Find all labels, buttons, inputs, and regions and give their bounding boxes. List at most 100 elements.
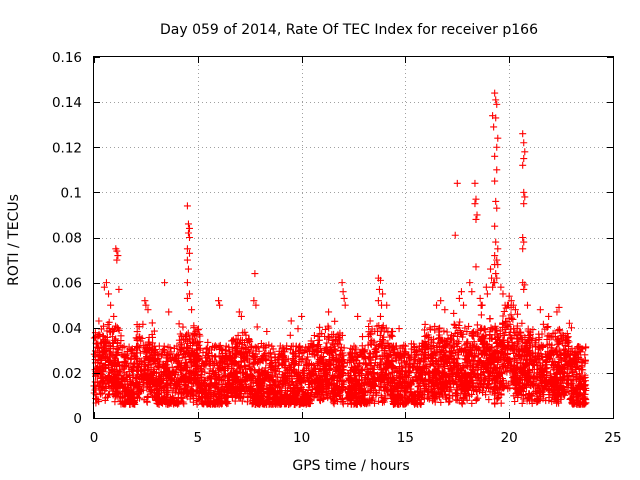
data-point — [113, 247, 121, 255]
data-point — [468, 288, 476, 296]
x-axis-label: GPS time / hours — [292, 458, 409, 474]
y-tick-label: 0.1 — [61, 185, 82, 201]
data-point — [184, 220, 192, 228]
data-point — [521, 148, 529, 156]
data-point — [216, 301, 224, 309]
data-point — [287, 317, 295, 325]
data-point — [338, 279, 346, 287]
x-tick-label: 5 — [194, 430, 203, 446]
data-point — [473, 211, 481, 219]
data-point — [354, 312, 362, 320]
data-point — [325, 308, 333, 316]
data-point — [455, 294, 463, 302]
data-point — [492, 96, 500, 104]
data-point — [453, 179, 461, 187]
data-point — [375, 285, 383, 293]
data-point — [519, 234, 527, 241]
data-point — [493, 204, 501, 212]
data-point — [185, 249, 193, 257]
data-point — [489, 283, 497, 291]
data-point — [460, 301, 468, 309]
data-point — [492, 114, 500, 122]
data-point — [374, 297, 382, 305]
data-point — [553, 308, 561, 316]
y-tick-label: 0.12 — [52, 140, 82, 156]
data-point — [492, 238, 500, 246]
data-point — [493, 100, 501, 108]
data-point — [511, 306, 519, 314]
data-point — [497, 283, 505, 291]
data-point — [110, 312, 118, 320]
data-point — [520, 285, 528, 293]
data-point — [379, 290, 387, 298]
data-point — [441, 306, 449, 314]
data-point — [298, 312, 306, 320]
x-tick-label: 10 — [293, 430, 310, 446]
x-tick-labels: 0 5 10 15 20 25 — [90, 430, 622, 446]
data-point — [161, 279, 169, 287]
data-point — [491, 252, 499, 260]
data-point — [183, 245, 191, 253]
data-point — [487, 265, 495, 273]
data-point — [376, 312, 384, 320]
data-point — [184, 265, 192, 273]
data-point — [519, 245, 527, 253]
data-point — [478, 301, 486, 309]
data-point — [519, 161, 527, 169]
data-point — [491, 89, 499, 97]
data-point — [466, 279, 474, 287]
data-point — [520, 139, 528, 147]
data-point — [471, 200, 479, 208]
data-point — [102, 279, 110, 287]
data-point — [250, 297, 258, 305]
data-point — [507, 297, 515, 305]
data-point — [437, 297, 445, 305]
data-point — [545, 312, 553, 320]
data-point — [521, 281, 529, 289]
data-point — [483, 290, 491, 298]
x-tick-label: 15 — [397, 430, 414, 446]
y-tick-labels: 0 0.02 0.04 0.06 0.08 0.1 0.12 0.14 0.16 — [52, 50, 82, 427]
background-point-cloud — [90, 301, 590, 408]
plot-frame — [93, 56, 614, 419]
data-point — [491, 177, 499, 185]
y-tick-label: 0.06 — [52, 276, 82, 292]
data-point — [378, 301, 386, 309]
background-points — [90, 301, 590, 408]
data-point — [520, 155, 528, 163]
data-point — [340, 294, 348, 302]
data-point — [494, 134, 502, 142]
data-point — [520, 200, 528, 208]
y-tick-label: 0.02 — [52, 366, 82, 382]
data-point — [494, 261, 502, 269]
data-series-roti — [100, 89, 575, 332]
data-point — [235, 308, 243, 316]
data-point — [491, 222, 499, 230]
data-point — [476, 294, 484, 302]
data-point — [100, 283, 108, 291]
data-point — [493, 274, 501, 282]
data-point — [215, 297, 223, 305]
data-point — [366, 317, 374, 325]
data-point — [521, 193, 529, 201]
y-tick-label: 0.04 — [52, 321, 82, 337]
data-point — [183, 256, 191, 264]
y-tick-label: 0.14 — [52, 95, 82, 111]
data-point — [341, 301, 349, 309]
data-point — [141, 297, 149, 305]
data-point — [451, 231, 459, 239]
data-point — [493, 256, 501, 264]
data-point — [107, 301, 115, 309]
data-point — [482, 283, 490, 291]
data-point — [493, 143, 501, 151]
data-point — [376, 276, 384, 284]
chart-title: Day 059 of 2014, Rate Of TEC Index for r… — [160, 22, 538, 38]
data-point — [237, 312, 245, 320]
data-point — [165, 308, 173, 316]
data-point — [113, 256, 121, 264]
data-point — [492, 197, 500, 205]
data-point — [520, 188, 528, 196]
data-point — [185, 290, 193, 298]
data-point — [491, 152, 499, 160]
data-point — [499, 290, 507, 298]
